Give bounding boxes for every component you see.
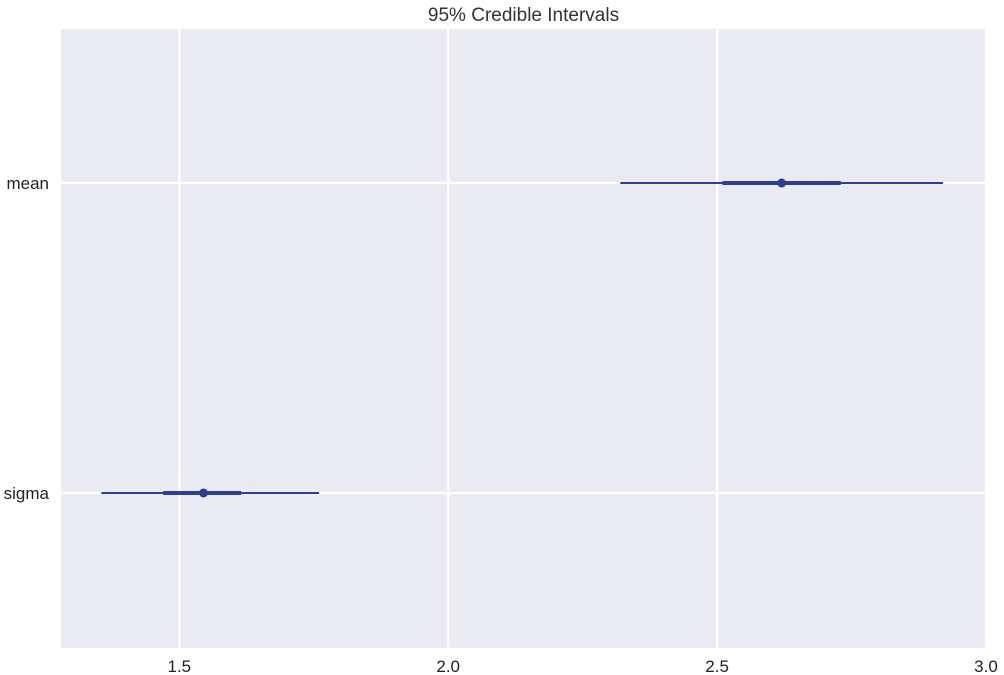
y-tick-label-mean: mean xyxy=(6,174,49,193)
y-tick-label-sigma: sigma xyxy=(4,484,50,503)
median-point xyxy=(199,488,209,498)
x-tick-label: 1.5 xyxy=(167,657,191,675)
interval-mean xyxy=(620,178,943,188)
interval-marks xyxy=(101,178,943,498)
x-tick-label: 2.5 xyxy=(705,657,729,675)
chart-title: 95% Credible Intervals xyxy=(428,5,619,26)
interval-sigma xyxy=(101,488,320,498)
median-point xyxy=(777,178,787,188)
x-axis-ticks: 1.5 2.0 2.5 3.0 xyxy=(167,657,997,675)
x-tick-label: 2.0 xyxy=(436,657,460,675)
x-tick-label: 3.0 xyxy=(974,657,998,675)
plot-area xyxy=(61,29,986,648)
y-axis-labels: mean sigma xyxy=(4,174,50,503)
